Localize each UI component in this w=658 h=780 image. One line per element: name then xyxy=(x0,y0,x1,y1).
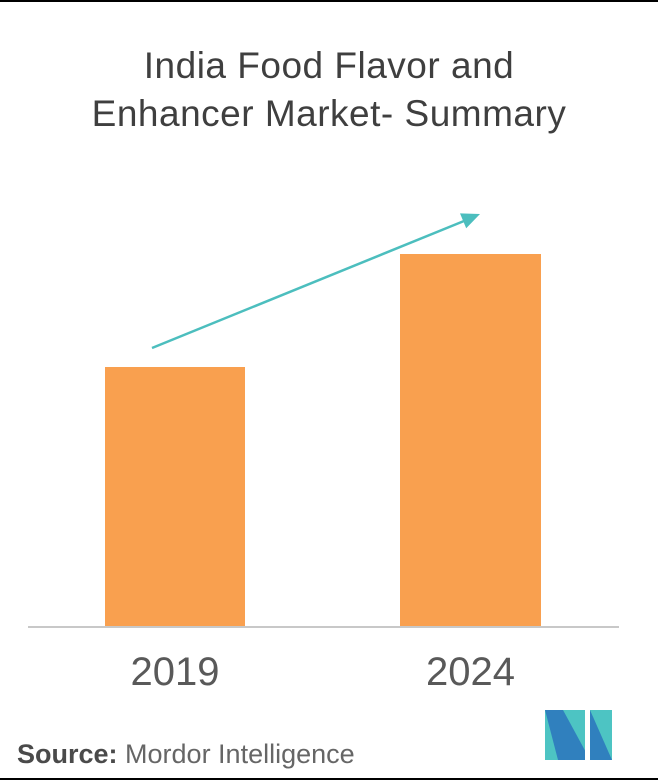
chart-title-line1: India Food Flavor and xyxy=(143,45,515,86)
mordor-intelligence-logo xyxy=(545,710,612,760)
bar-2024 xyxy=(400,254,541,626)
x-tick-label-2019: 2019 xyxy=(130,650,220,694)
chart-title-line2: Enhancer Market- Summary xyxy=(91,93,567,134)
source-value: Mordor Intelligence xyxy=(117,739,355,769)
chart-title: India Food Flavor and Enhancer Market- S… xyxy=(0,42,658,138)
bar-2019 xyxy=(105,367,245,626)
x-axis-line xyxy=(28,626,619,628)
x-tick-label-2024: 2024 xyxy=(426,650,515,694)
source-text: Source: Mordor Intelligence xyxy=(17,739,355,770)
source-label: Source: xyxy=(17,739,118,769)
